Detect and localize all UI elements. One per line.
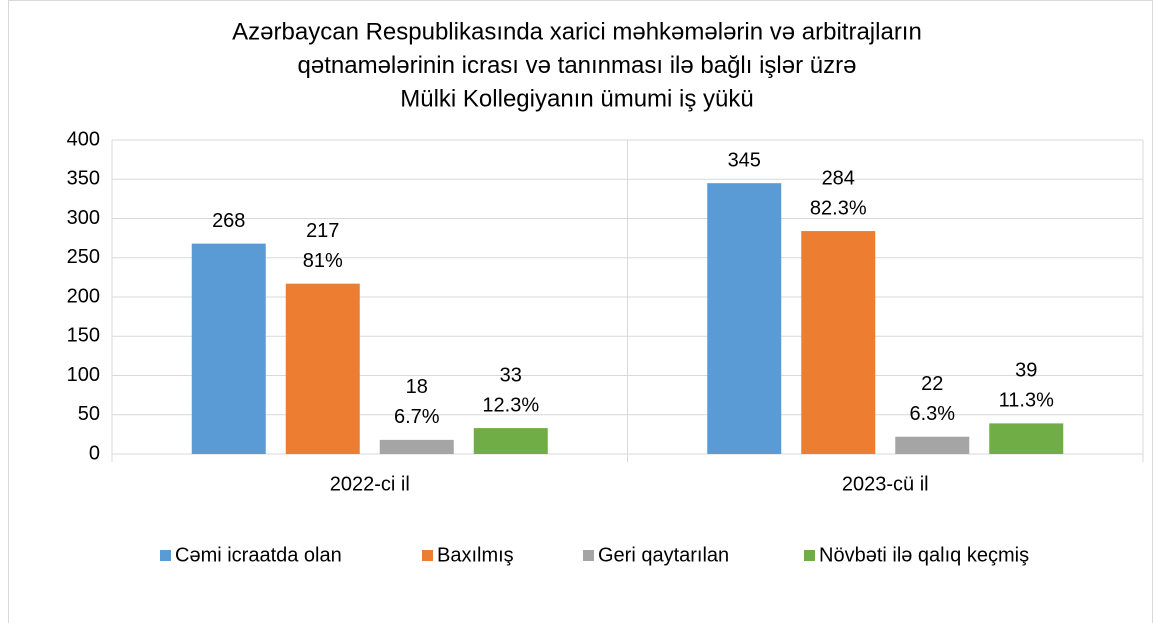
data-label: 284	[822, 167, 855, 189]
y-tick-label: 300	[67, 207, 100, 229]
share-label: 6.3%	[909, 403, 955, 425]
x-tick-label: 2022-ci il	[330, 473, 410, 495]
data-label: 39	[1015, 360, 1037, 382]
legend-label: Növbəti ilə qalıq keçmiş	[819, 544, 1029, 566]
bar	[801, 231, 876, 454]
bar	[473, 428, 548, 454]
y-tick-label: 350	[67, 168, 100, 190]
chart-title: qətnamələrinin icrası və tanınması ilə b…	[298, 52, 857, 79]
y-tick-label: 0	[89, 442, 100, 464]
chart-title: Azərbaycan Respublikasında xarici məhkəm…	[232, 18, 922, 45]
data-label: 345	[728, 149, 761, 171]
legend-label: Cəmi icraatda olan	[175, 544, 342, 566]
legend-swatch	[804, 550, 815, 561]
bar	[379, 439, 454, 454]
y-tick-label: 400	[67, 128, 100, 150]
data-label: 22	[921, 373, 943, 395]
legend-swatch	[422, 550, 433, 561]
data-label: 33	[500, 364, 522, 386]
y-tick-label: 200	[67, 285, 100, 307]
y-tick-label: 50	[78, 403, 100, 425]
share-label: 12.3%	[482, 394, 539, 416]
y-tick-label: 150	[67, 325, 100, 347]
bar	[895, 436, 970, 454]
share-label: 11.3%	[999, 390, 1054, 412]
legend-label: Geri qaytarılan	[598, 544, 729, 566]
legend-swatch	[160, 550, 171, 561]
data-label: 217	[306, 220, 339, 242]
legend-swatch	[583, 550, 594, 561]
share-label: 81%	[303, 250, 343, 272]
share-label: 6.7%	[394, 406, 440, 428]
x-tick-label: 2023-cü il	[842, 473, 929, 495]
data-label: 268	[212, 210, 245, 232]
legend-label: Baxılmış	[437, 544, 514, 566]
y-tick-label: 100	[67, 364, 100, 386]
data-label: 18	[406, 376, 428, 398]
y-tick-label: 250	[67, 246, 100, 268]
chart-title: Mülki Kollegiyanın ümumi iş yükü	[400, 85, 753, 112]
bar	[191, 243, 266, 454]
bar	[989, 423, 1064, 454]
bar	[707, 183, 782, 455]
bar	[285, 283, 360, 454]
share-label: 82.3%	[810, 197, 867, 219]
